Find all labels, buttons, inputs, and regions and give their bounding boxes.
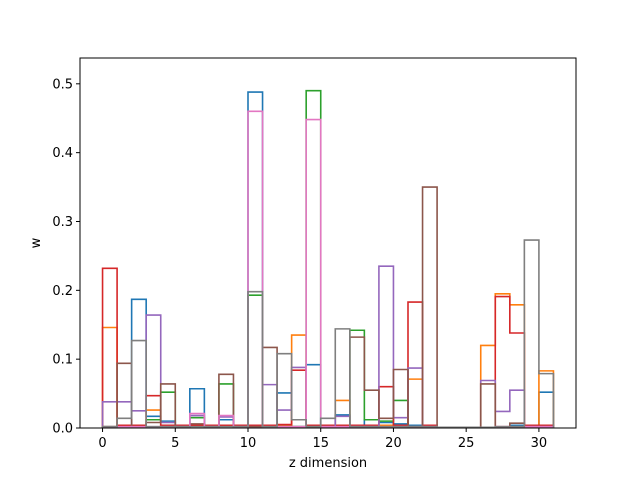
x-axis-ticks: 0 5 10 15 20 25 30 <box>98 428 547 451</box>
x-tick-label: 0 <box>98 436 106 451</box>
x-tick-label: 20 <box>385 436 402 451</box>
y-axis-ticks: 0.0 0.1 0.2 0.3 0.4 0.5 <box>52 77 80 437</box>
x-axis-label: z dimension <box>289 456 367 471</box>
y-tick-label: 0.3 <box>52 215 73 230</box>
x-tick-label: 5 <box>171 436 179 451</box>
histogram-series-8 <box>101 239 555 429</box>
y-tick-label: 0.0 <box>52 422 73 437</box>
x-tick-label: 30 <box>531 436 548 451</box>
y-tick-label: 0.5 <box>52 77 73 92</box>
x-tick-label: 15 <box>312 436 329 451</box>
x-tick-label: 10 <box>240 436 257 451</box>
y-tick-label: 0.4 <box>52 146 73 161</box>
series-layer <box>101 89 555 429</box>
y-tick-label: 0.2 <box>52 284 73 299</box>
x-tick-label: 25 <box>458 436 475 451</box>
y-tick-label: 0.1 <box>52 353 73 368</box>
plot-area <box>80 58 576 428</box>
plot-frame <box>79 57 577 429</box>
y-axis-label: w <box>29 237 44 248</box>
